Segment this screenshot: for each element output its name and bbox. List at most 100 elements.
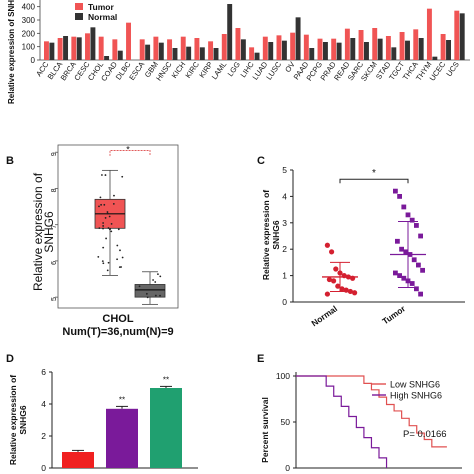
panel-a-bar-normal xyxy=(322,42,328,60)
panel-b-point xyxy=(121,256,124,259)
panel-a-bar-tumor xyxy=(85,33,90,60)
panel-a-bar-tumor xyxy=(358,30,364,60)
panel-b-point xyxy=(108,215,111,218)
panel-c-point-normal xyxy=(329,249,335,255)
panel-a-bar-normal xyxy=(364,42,369,60)
panel-c-point-tumor xyxy=(401,204,407,210)
panel-c-point-normal xyxy=(335,283,341,289)
panel-c-point-tumor xyxy=(418,291,423,297)
panel-c-point-tumor xyxy=(418,233,423,239)
panel-a-bar-tumor xyxy=(112,39,118,60)
panel-b-point xyxy=(105,237,108,240)
panel-b-point xyxy=(102,225,105,227)
panel-d-bar xyxy=(106,408,138,468)
panel-a-bar-tumor xyxy=(344,28,350,60)
panel-a-bar-normal xyxy=(459,13,465,61)
panel-a-bar-tumor xyxy=(235,28,241,60)
panel-c-y-label: Relative expression of xyxy=(261,190,271,280)
panel-c-point-tumor xyxy=(405,212,411,218)
panel-c-x-tick-label: Tumor xyxy=(380,303,407,326)
panel-b-point xyxy=(110,222,113,225)
panel-b-point xyxy=(119,249,121,252)
panel-c-significance-bracket xyxy=(339,178,409,184)
panel-c-point-normal xyxy=(331,278,337,284)
panel-e-y-label: Percent survival xyxy=(260,397,270,463)
panel-a-bar-tumor xyxy=(317,38,323,60)
panel-c-point-tumor xyxy=(397,273,402,278)
panel-b-y-tick-label: 7 xyxy=(51,225,58,229)
panel-b-label: B xyxy=(6,155,14,167)
panel-a-bar-normal xyxy=(240,39,246,60)
panel-a-bar-tumor xyxy=(167,39,173,60)
panel-e-y-tick-label: 100 xyxy=(276,371,290,381)
panel-a-bar-normal xyxy=(227,4,233,60)
panel-c-point-tumor xyxy=(409,217,415,223)
panel-d-label: D xyxy=(6,353,14,365)
panel-d-y-tick-label: 6 xyxy=(41,367,46,377)
panel-a-bar-tumor xyxy=(454,10,460,60)
panel-a-bar-normal xyxy=(145,44,151,60)
panel-b-point xyxy=(159,294,161,297)
panel-b-point xyxy=(112,202,115,205)
panel-a-bar-tumor xyxy=(221,34,227,60)
panel-a-bar-normal xyxy=(281,40,287,60)
panel-c-point-tumor xyxy=(403,249,409,255)
panel-a-x-tick-label: LUSC xyxy=(264,60,283,82)
panel-a-bar-tumor xyxy=(153,36,159,60)
panel-a-x-tick-label: KIRC xyxy=(183,60,201,80)
panel-a-bar-normal xyxy=(295,17,301,60)
panel-b-point xyxy=(116,258,118,261)
panel-a-bar-normal xyxy=(76,37,82,60)
panel-b-point xyxy=(104,217,107,219)
panel-a-bar-normal xyxy=(418,38,424,60)
panel-a-bar-tumor xyxy=(194,38,200,60)
panel-a-bar-normal xyxy=(350,38,356,60)
panel-c-point-normal xyxy=(324,291,330,297)
panel-b-point xyxy=(102,246,105,249)
panel-c-point-tumor xyxy=(399,246,404,252)
panel-a-bar-normal xyxy=(309,48,315,60)
panel-c-y-tick-label: 4 xyxy=(282,191,287,201)
panel-d-chart: D 0 2 4 6 Relative expression of SNHG6 ** ** xyxy=(6,353,198,473)
panel-a-bar-normal xyxy=(172,48,178,60)
panel-c-point-normal xyxy=(333,266,339,272)
panel-c-point-normal xyxy=(347,288,353,295)
panel-a-bar-tumor xyxy=(71,36,77,60)
panel-e-p-value: P= 0.0166 xyxy=(403,429,447,440)
panel-d-y-tick-label: 2 xyxy=(41,431,46,441)
panel-d-y-label: Relative expression of xyxy=(8,375,18,465)
panel-c-point-tumor xyxy=(397,194,402,199)
panel-b-point xyxy=(97,255,100,258)
panel-c-point-tumor xyxy=(401,275,407,281)
panel-a-bar-tumor xyxy=(249,47,255,60)
panel-b-box-normal xyxy=(134,284,166,298)
panel-b-significance: * xyxy=(126,144,130,154)
panel-a-bar-normal xyxy=(377,38,383,60)
panel-c-y-tick-label: 1 xyxy=(282,271,287,281)
panel-a-bar-normal xyxy=(199,47,205,60)
panel-c-point-tumor xyxy=(411,257,417,263)
panel-a-bar-tumor xyxy=(426,8,432,60)
panel-b-y-label: Relative expression of xyxy=(31,172,45,291)
panel-b-point xyxy=(102,222,105,224)
panel-d-bar xyxy=(150,388,182,468)
panel-b-y-label-gene: SNHG6 xyxy=(42,211,56,253)
panel-b-point xyxy=(157,273,159,276)
panel-b-point xyxy=(99,196,102,199)
panel-e-legend-label: High SNHG6 xyxy=(390,391,442,401)
panel-b-point xyxy=(113,194,115,197)
panel-c-y-tick-label: 5 xyxy=(282,165,287,175)
panel-a-bar-normal xyxy=(446,40,451,60)
panel-b-point xyxy=(159,275,162,278)
panel-b-point xyxy=(110,230,113,233)
panel-b-point xyxy=(107,261,110,264)
panel-d-y-tick-label: 4 xyxy=(41,399,46,409)
panel-c-x-tick-label: Normal xyxy=(309,303,339,328)
panel-d-significance: ** xyxy=(163,375,169,384)
panel-a-bar-tumor xyxy=(180,36,186,60)
panel-c-point-tumor xyxy=(414,223,419,228)
panel-b-frame xyxy=(57,144,179,309)
